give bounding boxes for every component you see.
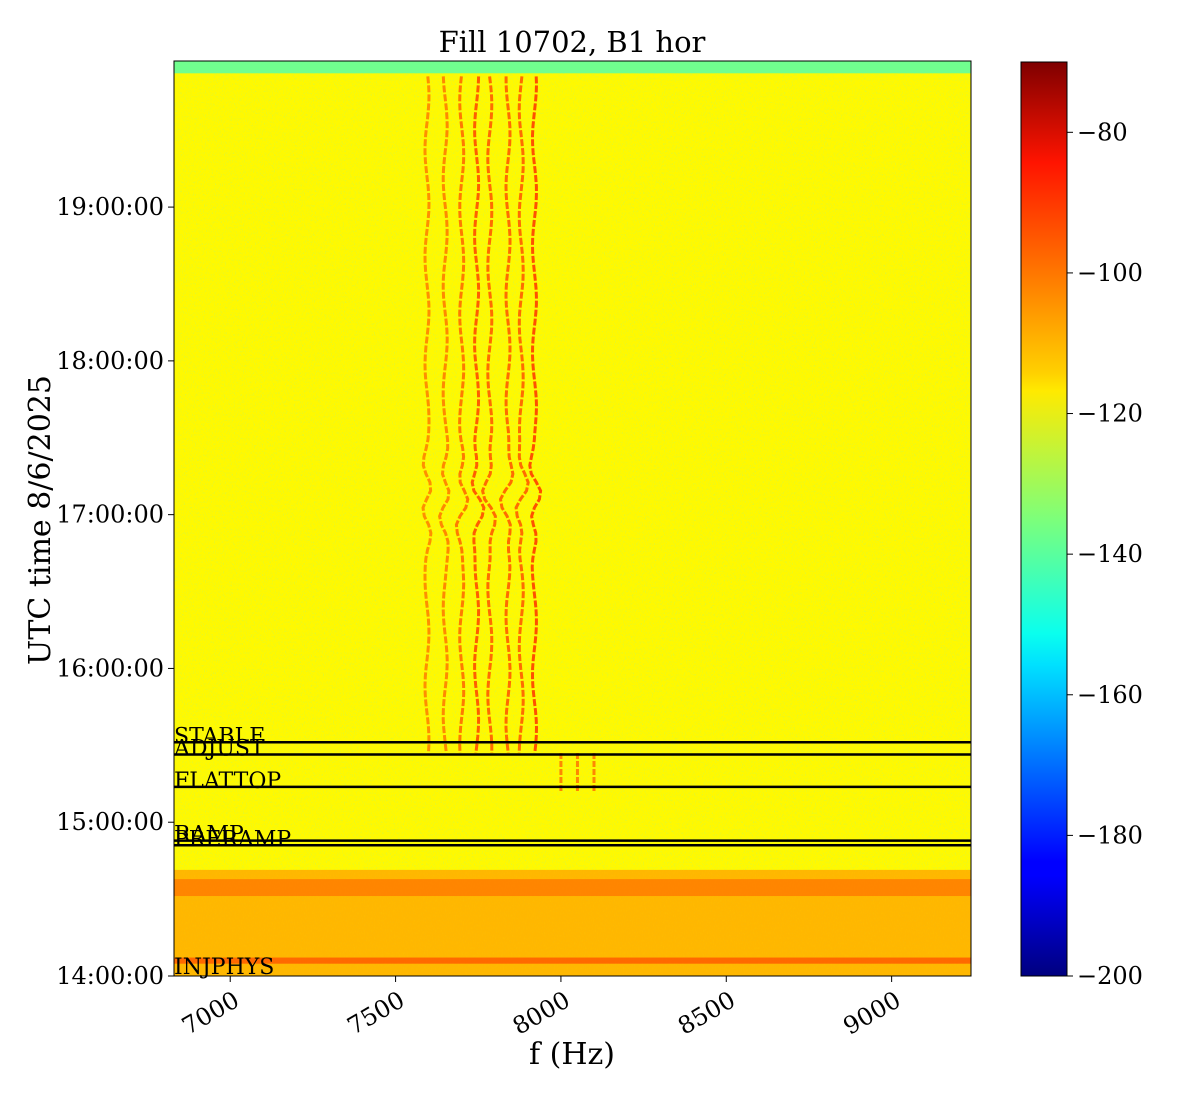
colorbar: −80 −100 −120 −140 −160 −180 −200 bbox=[1020, 61, 1143, 990]
colorbar-tick-label: −180 bbox=[1077, 821, 1143, 849]
y-tick-label: 14:00:00 bbox=[56, 962, 164, 990]
spectral-line bbox=[528, 76, 543, 754]
heatmap-band bbox=[174, 879, 971, 897]
x-axis: 7000 7500 8000 8500 9000 bbox=[177, 976, 905, 1040]
spectral-line bbox=[481, 76, 497, 753]
y-tick-label: 15:00:00 bbox=[56, 808, 164, 836]
spectral-lines bbox=[421, 76, 596, 792]
y-axis: 14:00:00 15:00:00 16:00:00 17:00:00 18:00:00… bbox=[56, 193, 174, 990]
x-tick-label: 7000 bbox=[177, 986, 244, 1041]
x-tick-label: 9000 bbox=[839, 986, 906, 1041]
plot-frame bbox=[173, 60, 972, 977]
spectral-line bbox=[514, 76, 530, 754]
colorbar-tick-label: −200 bbox=[1077, 962, 1143, 990]
x-tick-label: 8000 bbox=[508, 986, 575, 1041]
y-axis-label: UTC time 8/6/2025 bbox=[23, 375, 58, 665]
colorbar-ticks: −80 −100 −120 −140 −160 −180 −200 bbox=[1067, 118, 1143, 990]
y-tick-label: 17:00:00 bbox=[56, 501, 164, 529]
colorbar-tick-label: −80 bbox=[1077, 118, 1128, 146]
beam-mode-label: STABLE bbox=[174, 724, 265, 749]
x-tick-label: 7500 bbox=[342, 986, 409, 1041]
heatmap-band bbox=[174, 61, 971, 74]
heatmap bbox=[174, 61, 971, 976]
spectral-line bbox=[470, 76, 486, 754]
y-tick-label: 19:00:00 bbox=[56, 193, 164, 221]
colorbar-tick-label: −140 bbox=[1077, 540, 1143, 568]
beam-mode-label: PRERAMP bbox=[174, 827, 291, 852]
y-tick-label: 16:00:00 bbox=[56, 654, 164, 682]
colorbar-tick-label: −120 bbox=[1077, 400, 1143, 428]
colorbar-gradient bbox=[1021, 62, 1067, 976]
spectral-line bbox=[438, 76, 451, 754]
beam-mode-label: FLATTOP bbox=[174, 769, 281, 794]
beam-mode-label: ADJUST bbox=[173, 737, 265, 762]
heatmap-band bbox=[174, 957, 971, 964]
x-axis-label: f (Hz) bbox=[529, 1037, 615, 1072]
colorbar-frame bbox=[1020, 61, 1068, 977]
beam-mode-label: RAMP bbox=[174, 823, 244, 848]
colorbar-tick-label: −160 bbox=[1077, 681, 1143, 709]
spectral-line bbox=[421, 76, 433, 754]
heatmap-noise bbox=[174, 61, 971, 976]
spectral-line bbox=[454, 76, 470, 754]
chart-title: Fill 10702, B1 hor bbox=[439, 25, 706, 59]
colorbar-tick-label: −100 bbox=[1077, 259, 1143, 287]
spectral-line bbox=[498, 76, 515, 754]
y-tick-label: 18:00:00 bbox=[56, 347, 164, 375]
x-tick-label: 8500 bbox=[673, 986, 740, 1041]
